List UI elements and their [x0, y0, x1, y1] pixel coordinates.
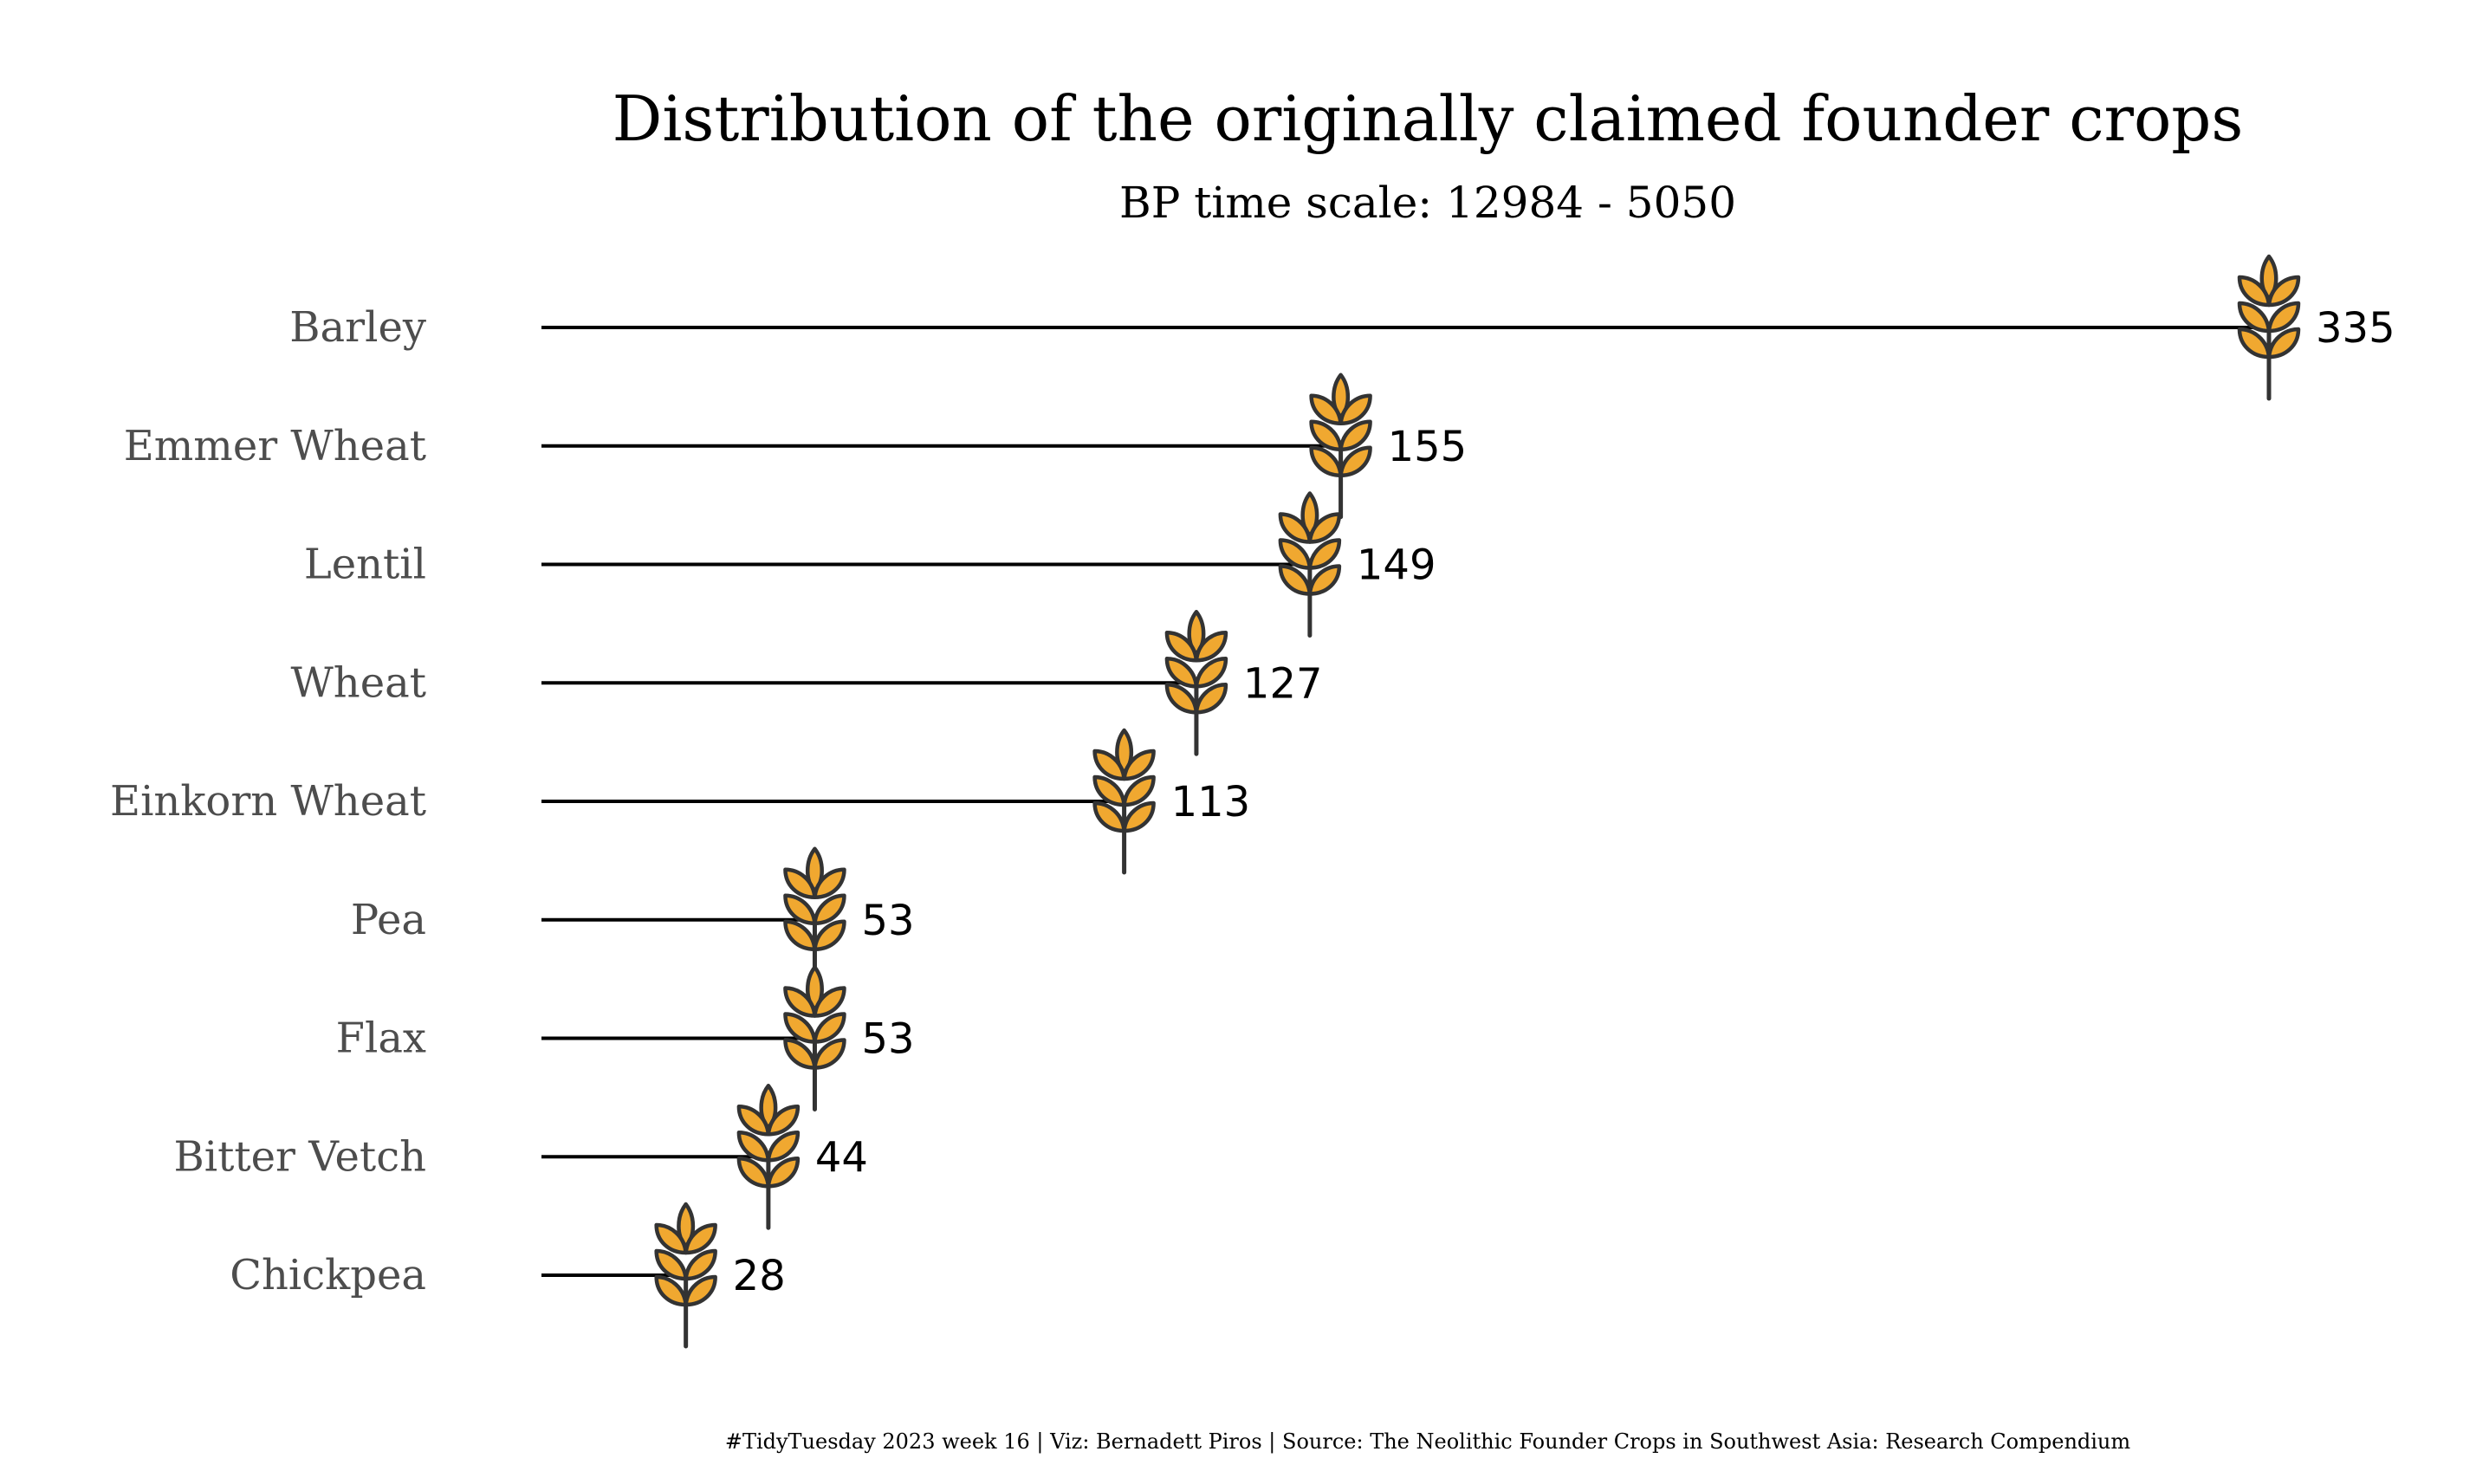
- row-lentil: Lentil 149: [304, 494, 1436, 636]
- category-label-barley: Barley: [289, 303, 426, 352]
- value-label-barley: 335: [2316, 304, 2395, 353]
- chart-caption: #TidyTuesday 2023 week 16 | Viz: Bernade…: [725, 1429, 2131, 1455]
- row-pea: Pea 53: [351, 849, 915, 991]
- row-wheat: Wheat 127: [290, 612, 1323, 754]
- row-barley: Barley 335: [289, 256, 2395, 399]
- category-label-bitter-vetch: Bitter Vetch: [173, 1132, 426, 1181]
- plot-area: Barley 335 Emmer Wheat 155 Lentil 149 Wheat 127…: [110, 256, 2395, 1346]
- row-einkorn-wheat: Einkorn Wheat 113: [110, 730, 1250, 872]
- category-label-chickpea: Chickpea: [230, 1251, 426, 1299]
- category-label-wheat: Wheat: [290, 658, 426, 707]
- category-label-einkorn-wheat: Einkorn Wheat: [110, 777, 426, 826]
- row-chickpea: Chickpea 28: [230, 1204, 786, 1346]
- value-label-wheat: 127: [1243, 659, 1323, 708]
- row-bitter-vetch: Bitter Vetch 44: [173, 1085, 868, 1228]
- category-label-pea: Pea: [351, 896, 426, 944]
- category-label-emmer-wheat: Emmer Wheat: [124, 422, 426, 470]
- chart-title: Distribution of the originally claimed f…: [613, 82, 2244, 155]
- chart-subtitle: BP time scale: 12984 - 5050: [1119, 178, 1736, 228]
- category-label-flax: Flax: [336, 1014, 426, 1063]
- value-label-pea: 53: [861, 897, 914, 945]
- category-label-lentil: Lentil: [304, 541, 426, 589]
- value-label-lentil: 149: [1357, 541, 1436, 590]
- value-label-flax: 53: [861, 1015, 914, 1064]
- row-emmer-wheat: Emmer Wheat 155: [124, 375, 1467, 517]
- value-label-chickpea: 28: [733, 1252, 786, 1300]
- value-label-bitter-vetch: 44: [815, 1133, 868, 1182]
- value-label-einkorn-wheat: 113: [1171, 778, 1251, 826]
- value-label-emmer-wheat: 155: [1388, 423, 1468, 471]
- row-flax: Flax 53: [336, 968, 915, 1110]
